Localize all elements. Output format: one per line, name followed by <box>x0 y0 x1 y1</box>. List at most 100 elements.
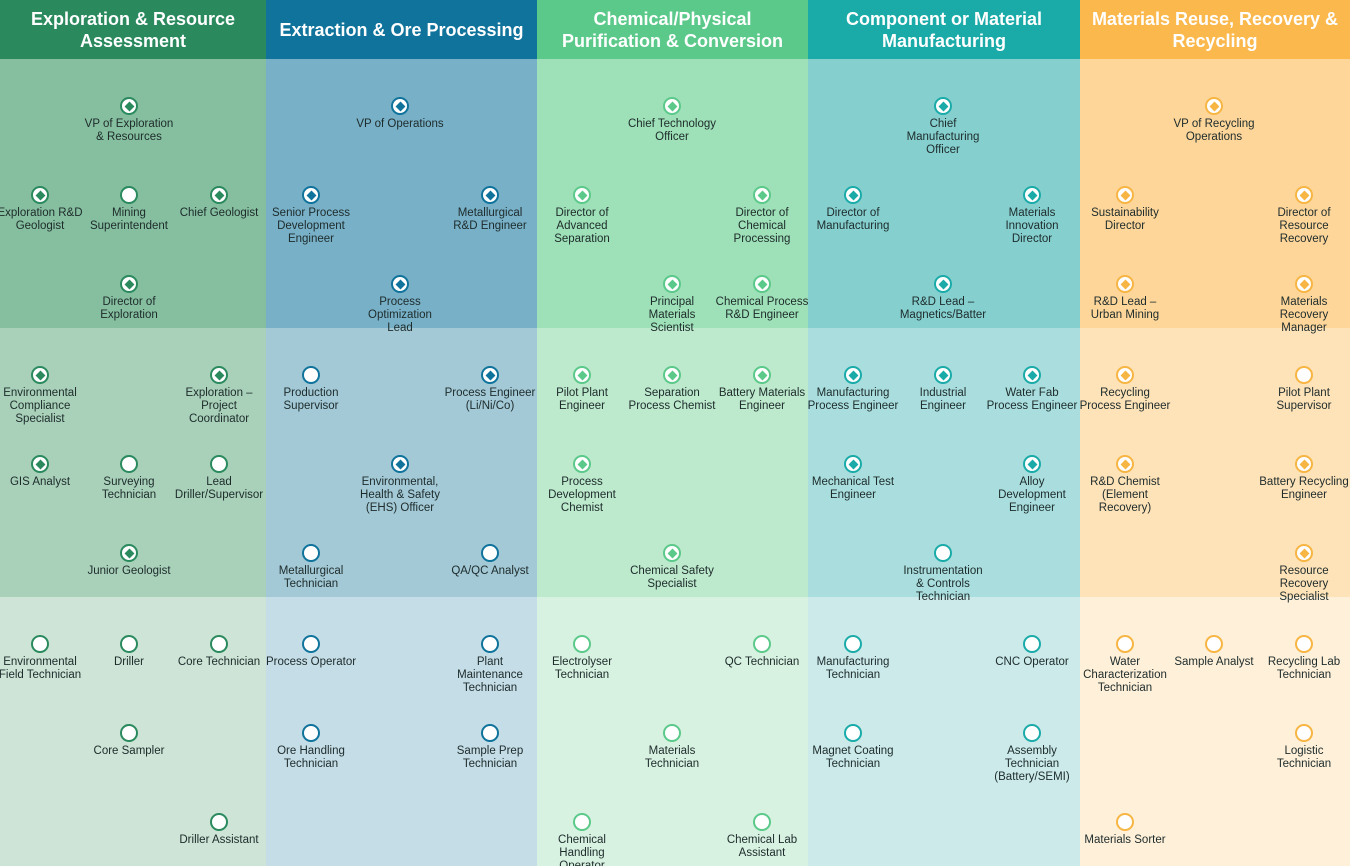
node-marker <box>210 186 228 204</box>
node-marker <box>302 366 320 384</box>
node-label: Battery Recycling Engineer <box>1259 476 1349 501</box>
node-label: Junior Geologist <box>87 565 171 577</box>
node-label: Materials Innovation Director <box>1005 207 1059 245</box>
node-label: Chief Technology Officer <box>627 118 716 143</box>
node-label: Ore Handling Technician <box>277 745 345 770</box>
diamond <box>35 370 45 380</box>
node-marker <box>663 366 681 384</box>
node-label: Director of Resource Recovery <box>1277 207 1331 245</box>
node-marker <box>934 544 952 562</box>
diamond <box>35 190 45 200</box>
diamond <box>395 101 405 111</box>
diamond <box>395 279 405 289</box>
node-label: Principal Materials Scientist <box>648 296 696 334</box>
node-label: Industrial Engineer <box>919 387 967 412</box>
node-marker <box>844 366 862 384</box>
node-marker <box>1205 97 1223 115</box>
node-marker <box>1116 186 1134 204</box>
node-marker <box>1116 275 1134 293</box>
node-label: Director of Advanced Separation <box>554 207 610 245</box>
node-marker <box>1295 724 1313 742</box>
node-label: Chemical Safety Specialist <box>630 565 714 590</box>
diamond <box>214 190 224 200</box>
node-label: Exploration R&D Geologist <box>0 207 83 232</box>
diamond <box>577 190 587 200</box>
node-label: Process Engineer (Li/Ni/Co) <box>444 387 536 412</box>
node-label: Logistic Technician <box>1276 745 1332 770</box>
node-marker <box>481 724 499 742</box>
node-label: Production Supervisor <box>283 387 339 412</box>
node-marker <box>1295 366 1313 384</box>
node-label: Mining Superintendent <box>89 207 168 232</box>
node-label: R&D Lead – Urban Mining <box>1090 296 1160 321</box>
node-marker <box>1023 455 1041 473</box>
node-marker <box>120 544 138 562</box>
node-marker <box>573 455 591 473</box>
diamond <box>1120 190 1130 200</box>
diamond <box>306 190 316 200</box>
node-label: Environmental, Health & Safety (EHS) Off… <box>360 476 440 514</box>
node-marker <box>844 186 862 204</box>
node-label: VP of Operations <box>356 118 444 130</box>
node-marker <box>120 97 138 115</box>
node-label: Core Technician <box>177 656 261 668</box>
diamond <box>1299 190 1309 200</box>
node-marker <box>1023 724 1041 742</box>
node-marker <box>573 635 591 653</box>
node-label: Pilot Plant Supervisor <box>1276 387 1332 412</box>
node-label: GIS Analyst <box>9 476 71 488</box>
diamond <box>124 548 134 558</box>
node-marker <box>663 97 681 115</box>
node-marker <box>120 186 138 204</box>
node-marker <box>481 366 499 384</box>
node-label: Materials Technician <box>644 745 700 770</box>
diamond <box>757 279 767 289</box>
node-marker <box>1295 275 1313 293</box>
diamond <box>1027 190 1037 200</box>
diamond <box>395 459 405 469</box>
diamond <box>124 279 134 289</box>
node-label: Surveying Technician <box>101 476 157 501</box>
node-label: Senior Process Development Engineer <box>272 207 350 245</box>
node-marker <box>1023 635 1041 653</box>
diamond <box>938 279 948 289</box>
node-label: Sustainability Director <box>1091 207 1159 232</box>
column: Component or Material Manufacturing Chief… <box>808 0 1080 866</box>
diamond <box>1120 370 1130 380</box>
node-label: Chemical Process R&D Engineer <box>715 296 808 321</box>
column-header: Extraction & Ore Processing <box>266 0 537 59</box>
node-marker <box>31 186 49 204</box>
node-marker <box>481 544 499 562</box>
diamond <box>848 190 858 200</box>
node-marker <box>934 366 952 384</box>
node-label: Exploration – Project Coordinator <box>185 387 253 425</box>
node-marker <box>934 275 952 293</box>
node-label: Environmental Compliance Specialist <box>3 387 77 425</box>
node-label: Resource Recovery Specialist <box>1279 565 1329 603</box>
node-label: Sample Analyst <box>1174 656 1254 668</box>
column: Extraction & Ore Processing VP of Operati… <box>266 0 537 866</box>
node-marker <box>753 635 771 653</box>
node-marker <box>120 635 138 653</box>
node-label: Materials Sorter <box>1084 834 1166 846</box>
diamond <box>757 190 767 200</box>
node-label: Chief Geologist <box>179 207 259 219</box>
node-label: Manufacturing Technician <box>816 656 890 681</box>
node-marker <box>1295 544 1313 562</box>
node-marker <box>120 724 138 742</box>
node-label: Director of Exploration <box>100 296 158 321</box>
diamond <box>1120 279 1130 289</box>
node-label: Magnet Coating Technician <box>812 745 894 770</box>
node-label: Director of Chemical Processing <box>733 207 791 245</box>
node-marker <box>1023 366 1041 384</box>
node-label: Battery Materials Engineer <box>718 387 806 412</box>
column-header: Materials Reuse, Recovery & Recycling <box>1080 0 1350 59</box>
node-marker <box>31 455 49 473</box>
node-marker <box>1116 366 1134 384</box>
node-marker <box>663 275 681 293</box>
node-marker <box>753 186 771 204</box>
node-label: Director of Manufacturing <box>816 207 890 232</box>
diamond <box>938 101 948 111</box>
diamond <box>1299 548 1309 558</box>
node-label: Recycling Lab Technician <box>1267 656 1341 681</box>
